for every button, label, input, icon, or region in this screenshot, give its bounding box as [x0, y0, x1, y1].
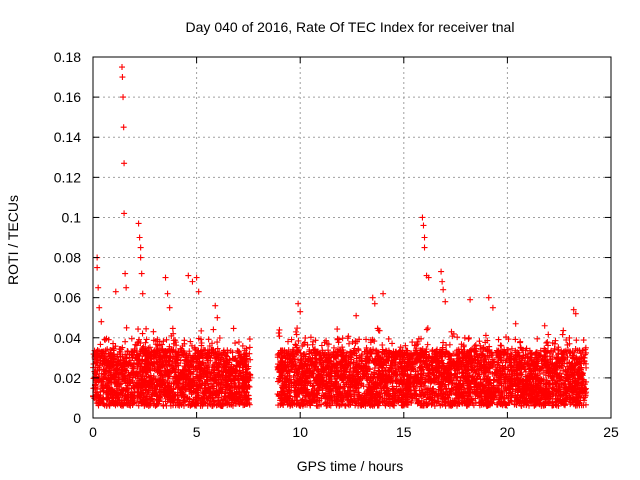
data-point	[166, 343, 173, 350]
data-point	[423, 326, 430, 333]
data-point	[214, 339, 221, 346]
data-point	[96, 364, 103, 371]
data-point	[454, 334, 461, 341]
data-point	[229, 402, 236, 409]
data-point	[203, 364, 210, 371]
data-point	[424, 341, 431, 348]
data-point	[216, 335, 223, 341]
data-point	[150, 328, 157, 335]
data-point	[138, 363, 145, 370]
data-point	[163, 357, 170, 364]
data-point	[205, 336, 212, 343]
data-point	[128, 335, 135, 342]
data-point	[117, 402, 124, 409]
data-point	[169, 358, 176, 365]
data-point	[243, 366, 250, 373]
data-point	[224, 353, 231, 360]
data-point	[232, 340, 239, 347]
data-point	[446, 341, 453, 348]
data-point	[560, 327, 567, 334]
data-point	[275, 330, 282, 337]
data-point	[123, 324, 130, 331]
data-point	[210, 326, 217, 333]
data-point	[229, 349, 236, 356]
data-point	[134, 364, 141, 371]
data-point	[143, 336, 150, 343]
data-point	[104, 374, 111, 381]
data-point	[239, 342, 246, 349]
data-point	[334, 326, 341, 333]
data-point	[135, 326, 142, 333]
data-point	[104, 346, 111, 353]
data-point	[495, 336, 502, 343]
data-point	[276, 326, 283, 333]
data-point	[221, 358, 228, 365]
data-point	[148, 355, 155, 362]
data-point	[128, 363, 135, 370]
data-point	[230, 325, 237, 332]
data-point	[580, 337, 587, 344]
data-point	[461, 334, 468, 341]
data-point	[139, 330, 146, 337]
data-point	[143, 325, 150, 332]
chart-title: Day 040 of 2016, Rate Of TEC Index for r…	[186, 19, 515, 35]
data-point	[559, 331, 566, 338]
data-point	[100, 388, 107, 395]
data-point	[142, 339, 149, 346]
data-point	[294, 325, 301, 332]
data-point	[389, 340, 396, 347]
data-point	[169, 325, 176, 332]
data-point	[214, 345, 221, 352]
data-point	[247, 356, 254, 363]
data-point	[339, 335, 346, 342]
data-point	[143, 371, 150, 378]
data-point	[235, 338, 242, 345]
data-point	[181, 337, 188, 344]
data-point	[198, 327, 205, 334]
data-point	[385, 335, 392, 342]
data-point	[293, 331, 300, 338]
data-point	[544, 339, 551, 346]
data-point	[205, 360, 212, 367]
data-point	[243, 345, 250, 352]
data-point	[166, 373, 173, 380]
data-point	[93, 359, 100, 366]
data-point	[498, 342, 505, 349]
data-point	[246, 344, 253, 351]
data-point	[122, 338, 129, 345]
data-point	[185, 362, 192, 369]
data-point	[160, 338, 167, 345]
data-point	[97, 341, 104, 348]
data-point	[246, 336, 253, 343]
data-point	[424, 325, 431, 332]
data-points	[90, 64, 590, 409]
